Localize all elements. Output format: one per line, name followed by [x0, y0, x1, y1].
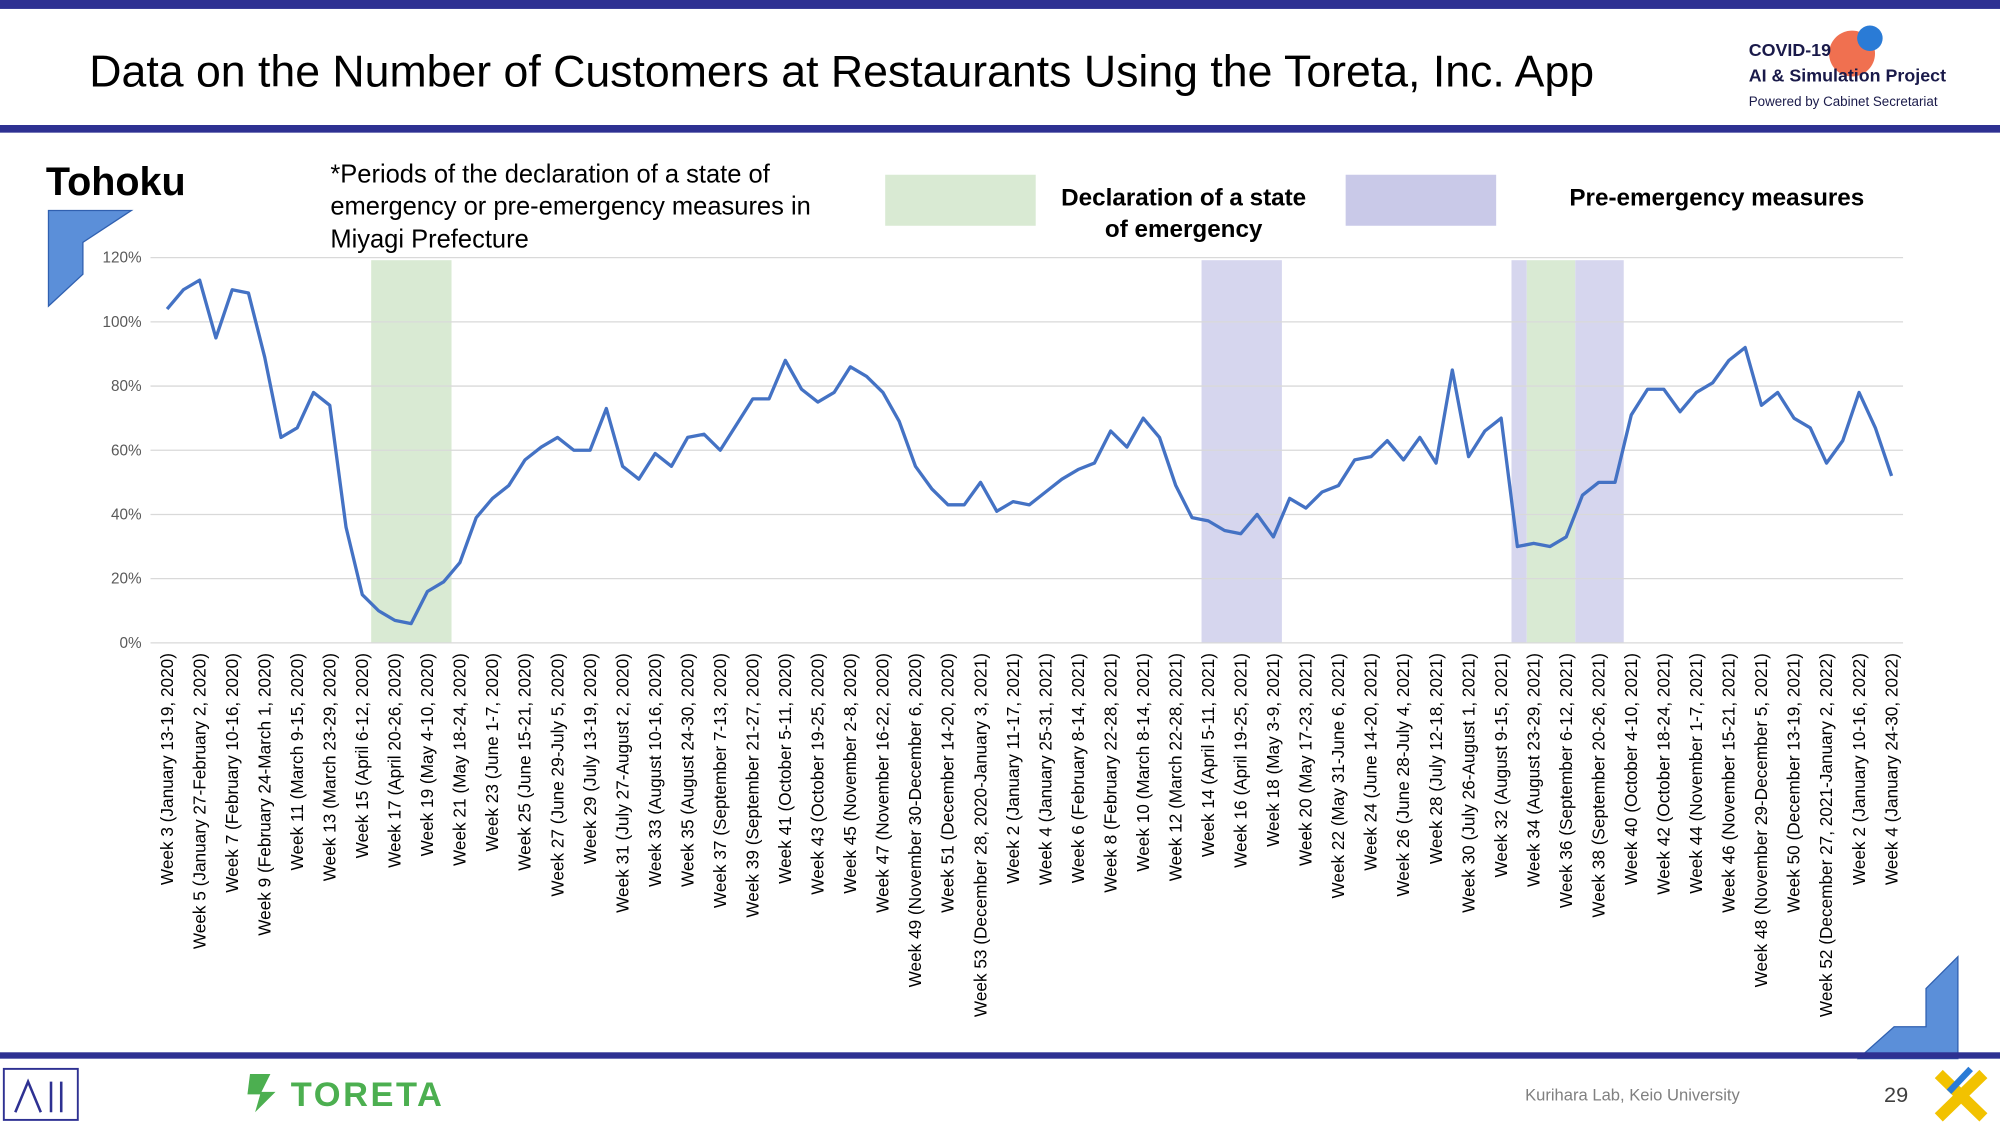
- x-tick-label: Week 5 (January 27-February 2, 2020): [189, 653, 209, 949]
- x-tick-label: Week 21 (May 18-24, 2020): [450, 653, 470, 866]
- x-tick-label: Week 41 (October 5-11, 2020): [775, 653, 795, 884]
- decoration: [47, 209, 134, 308]
- x-tick-label: Week 8 (February 22-28, 2021): [1100, 653, 1120, 893]
- university-logo: [2, 1067, 79, 1121]
- x-tick-label: Week 36 (September 6-12, 2021): [1556, 653, 1576, 908]
- x-tick-label: Week 2 (January 10-16, 2022): [1849, 653, 1869, 885]
- x-tick-label: Week 28 (July 12-18, 2021): [1426, 653, 1446, 864]
- top-bar: [0, 0, 2000, 9]
- x-tick-label: Week 18 (May 3-9, 2021): [1263, 653, 1283, 847]
- y-tick-label: 120%: [102, 250, 142, 267]
- x-tick-label: Week 20 (May 17-23, 2021): [1296, 653, 1316, 866]
- y-tick-label: 40%: [111, 507, 142, 524]
- x-tick-label: Week 39 (September 21-27, 2020): [743, 653, 763, 918]
- x-tick-label: Week 29 (July 13-19, 2020): [580, 653, 600, 864]
- x-tick-label: Week 26 (June 28-July 4, 2021): [1393, 653, 1413, 897]
- x-tick-label: Week 52 (December 27, 2021-January 2, 20…: [1816, 653, 1836, 1017]
- note: *Periods of the declaration of a state o…: [330, 160, 770, 188]
- x-tick-label: Week 31 (July 27-August 2, 2020): [612, 653, 632, 913]
- pre-emergency-band: [1575, 260, 1624, 643]
- credit: Kurihara Lab, Keio University: [1525, 1086, 1740, 1105]
- logo-text: Powered by Cabinet Secretariat: [1749, 94, 1938, 109]
- logo-circle: [1857, 25, 1883, 52]
- logo-text: COVID-19: [1749, 40, 1831, 60]
- x-tick-label: Week 12 (March 22-28, 2021): [1165, 653, 1185, 881]
- y-tick-label: 0%: [119, 635, 142, 652]
- university-logo: [14, 1078, 63, 1113]
- x-tick-label: Week 24 (June 14-20, 2021): [1361, 653, 1381, 871]
- x-tick-label: Week 22 (May 31-June 6, 2021): [1328, 653, 1348, 898]
- x-tick-label: Week 42 (October 18-24, 2021): [1654, 653, 1674, 895]
- x-tick-label: Week 23 (June 1-7, 2020): [482, 653, 502, 852]
- logo-text: AI & Simulation Project: [1749, 66, 1946, 86]
- x-tick-label: Week 15 (April 6-12, 2020): [352, 653, 372, 858]
- legend-swatch: [885, 174, 1036, 226]
- page-number: 29: [1884, 1082, 1908, 1107]
- x-tick-label: Week 43 (October 19-25, 2020): [808, 653, 828, 895]
- corner-logo: [1946, 1066, 1973, 1095]
- legend-label: of emergency: [1105, 216, 1263, 243]
- x-tick-label: Week 7 (February 10-16, 2020): [222, 653, 242, 893]
- x-tick-label: Week 38 (September 20-26, 2021): [1588, 653, 1608, 918]
- footer-bar: [0, 1052, 2000, 1059]
- x-tick-label: Week 47 (November 16-22, 2020): [873, 653, 893, 913]
- x-tick-label: Week 6 (February 8-14, 2021): [1068, 653, 1088, 883]
- x-tick-label: Week 16 (April 19-25, 2021): [1231, 653, 1251, 868]
- y-tick-label: 20%: [111, 571, 142, 588]
- decoration: [1856, 955, 1959, 1060]
- x-tick-label: Week 46 (November 15-21, 2021): [1719, 653, 1739, 913]
- region-title: Tohoku: [46, 160, 186, 204]
- legend-swatch: [1345, 174, 1497, 226]
- y-tick-label: 100%: [102, 314, 142, 331]
- title-rule: [0, 125, 2000, 133]
- note: emergency or pre-emergency measures in: [330, 192, 810, 220]
- x-tick-label: Week 2 (January 11-17, 2021): [1003, 653, 1023, 884]
- x-tick-label: Week 27 (June 29-July 5, 2020): [547, 653, 567, 897]
- slide-title: Data on the Number of Customers at Resta…: [89, 48, 1594, 97]
- brand-name: TORETA: [291, 1076, 445, 1114]
- emergency-band: [1526, 260, 1576, 643]
- x-tick-label: Week 10 (March 8-14, 2021): [1133, 653, 1153, 872]
- x-tick-label: Week 9 (February 24-March 1, 2020): [254, 653, 274, 936]
- x-tick-label: Week 51 (December 14-20, 2020): [938, 653, 958, 913]
- x-tick-label: Week 14 (April 5-11, 2021): [1198, 653, 1218, 857]
- legend-label: Declaration of a state: [1061, 184, 1306, 211]
- x-tick-label: Week 4 (January 24-30, 2022): [1881, 653, 1901, 885]
- x-tick-label: Week 50 (December 13-19, 2021): [1784, 653, 1804, 913]
- x-tick-label: Week 4 (January 25-31, 2021): [1035, 653, 1055, 885]
- x-tick-label: Week 3 (January 13-19, 2020): [157, 653, 177, 885]
- x-tick-label: Week 53 (December 28, 2020-January 3, 20…: [970, 653, 990, 1017]
- x-tick-label: Week 19 (May 4-10, 2020): [417, 653, 437, 856]
- corner-logo: [1934, 1069, 1988, 1122]
- x-tick-label: Week 17 (April 20-26, 2020): [385, 653, 405, 868]
- pre-emergency-band: [1201, 260, 1282, 643]
- x-tick-label: Week 13 (March 23-29, 2020): [320, 653, 340, 881]
- y-tick-label: 80%: [111, 378, 142, 395]
- x-tick-label: Week 33 (August 10-16, 2020): [645, 653, 665, 887]
- x-tick-label: Week 40 (October 4-10, 2021): [1621, 653, 1641, 885]
- x-tick-label: Week 48 (November 29-December 5, 2021): [1751, 653, 1771, 987]
- x-tick-label: Week 34 (August 23-29, 2021): [1523, 653, 1543, 887]
- brand-icon: [247, 1073, 276, 1113]
- x-tick-label: Week 37 (September 7-13, 2020): [710, 653, 730, 908]
- x-tick-label: Week 49 (November 30-December 6, 2020): [905, 653, 925, 987]
- x-tick-label: Week 45 (November 2-8, 2020): [840, 653, 860, 894]
- x-tick-label: Week 35 (August 24-30, 2020): [677, 653, 697, 887]
- data-line: [165, 278, 1894, 626]
- chart: 0% 20% 40% 60% 80% 100% 120% Week 3 (January 13…: [102, 250, 1904, 1017]
- legend-label: Pre-emergency measures: [1569, 184, 1864, 211]
- y-tick-label: 60%: [111, 442, 142, 459]
- x-tick-label: Week 44 (November 1-7, 2021): [1686, 653, 1706, 894]
- x-tick-label: Week 30 (July 26-August 1, 2021): [1458, 653, 1478, 913]
- x-tick-label: Week 25 (June 15-21, 2020): [515, 653, 535, 871]
- x-tick-label: Week 32 (August 9-15, 2021): [1491, 653, 1511, 877]
- pre-emergency-band: [1511, 260, 1527, 643]
- x-tick-label: Week 11 (March 9-15, 2020): [287, 653, 307, 870]
- note: Miyagi Prefecture: [330, 225, 528, 253]
